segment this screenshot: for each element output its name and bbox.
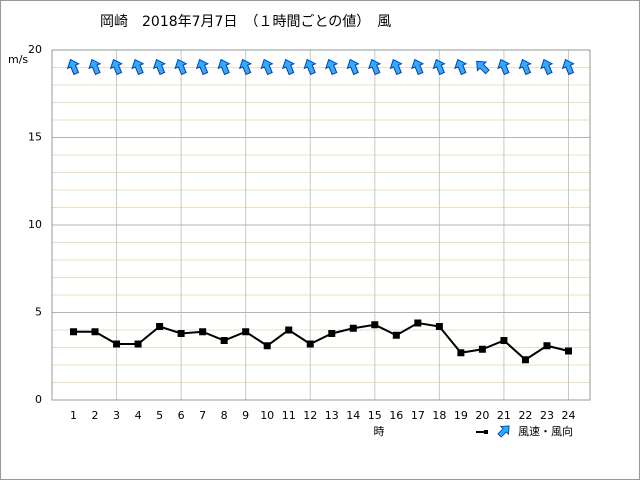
x-tick-label: 3	[113, 409, 120, 422]
data-point	[134, 340, 142, 348]
wind-arrow	[281, 58, 296, 76]
x-tick-label: 18	[432, 409, 446, 422]
y-tick-label: 5	[35, 306, 42, 319]
wind-arrow	[260, 58, 274, 76]
data-point	[177, 330, 185, 337]
data-point	[435, 323, 443, 330]
data-point	[564, 347, 572, 355]
wind-arrow	[540, 58, 554, 76]
wind-arrow	[109, 58, 123, 76]
x-tick-label: 21	[497, 409, 511, 422]
legend-label: 風速・風向	[518, 424, 573, 438]
y-tick-label: 10	[28, 218, 42, 231]
data-point	[371, 321, 379, 329]
wind-arrow	[346, 58, 360, 76]
legend-point	[484, 430, 488, 434]
data-point	[91, 328, 99, 336]
x-tick-label: 10	[260, 409, 274, 422]
series-line	[73, 321, 569, 362]
data-point	[457, 349, 465, 357]
wind-arrow	[368, 58, 382, 76]
wind-arrow	[152, 58, 166, 76]
x-tick-label: 17	[411, 409, 425, 422]
x-axis-label: 時	[374, 425, 385, 438]
x-tick-label: 11	[282, 409, 296, 422]
x-tick-label: 2	[92, 409, 99, 422]
wind-arrow	[497, 58, 511, 76]
data-point	[306, 340, 314, 348]
data-point	[478, 345, 486, 353]
wind-arrow	[411, 58, 425, 76]
y-tick-label: 15	[28, 131, 42, 144]
y-axis-unit: m/s	[8, 53, 28, 66]
wind-arrow	[476, 60, 490, 75]
data-point	[242, 328, 250, 336]
data-point	[328, 330, 336, 337]
data-point	[392, 331, 400, 339]
chart-title: 岡崎 2018年7月7日 （１時間ごとの値） 風	[100, 14, 391, 30]
wind-arrow	[238, 58, 253, 76]
data-point	[199, 328, 207, 336]
x-tick-label: 22	[518, 409, 532, 422]
x-tick-label: 12	[303, 409, 317, 422]
data-point	[414, 319, 422, 327]
x-tick-label: 15	[368, 409, 382, 422]
x-tick-label: 13	[325, 409, 339, 422]
x-tick-label: 14	[346, 409, 360, 422]
plot-border	[51, 49, 591, 401]
data-point	[70, 328, 78, 336]
legend-arrow	[497, 425, 510, 438]
data-point	[543, 342, 551, 350]
wind-arrow	[217, 58, 231, 76]
wind-arrow	[195, 58, 209, 76]
wind-arrow	[389, 58, 403, 76]
wind-arrow	[66, 58, 80, 76]
wind-arrow	[561, 58, 575, 76]
wind-arrow	[303, 58, 317, 76]
data-point	[500, 337, 508, 344]
y-tick-label: 20	[28, 43, 42, 56]
x-tick-label: 5	[156, 409, 163, 422]
wind-arrow	[518, 58, 532, 76]
wind-arrow	[174, 58, 188, 76]
data-point	[220, 337, 228, 344]
wind-arrow	[454, 58, 468, 76]
wind-arrow	[325, 58, 339, 76]
x-tick-label: 16	[389, 409, 403, 422]
data-point	[521, 356, 529, 364]
x-tick-label: 9	[242, 409, 249, 422]
x-tick-label: 24	[561, 409, 575, 422]
x-tick-label: 4	[135, 409, 142, 422]
data-point	[156, 323, 164, 330]
x-tick-label: 1	[70, 409, 77, 422]
y-tick-label: 0	[35, 393, 42, 406]
wind-arrow	[432, 58, 446, 76]
x-tick-label: 6	[178, 409, 185, 422]
x-tick-label: 19	[454, 409, 468, 422]
x-tick-label: 7	[199, 409, 206, 422]
data-point	[349, 324, 357, 332]
data-point	[113, 340, 121, 348]
wind-arrow	[88, 58, 102, 76]
data-point	[263, 342, 271, 350]
data-point	[285, 326, 293, 334]
x-tick-label: 23	[540, 409, 554, 422]
x-tick-label: 20	[475, 409, 489, 422]
wind-arrow	[131, 58, 145, 76]
x-tick-label: 8	[221, 409, 228, 422]
